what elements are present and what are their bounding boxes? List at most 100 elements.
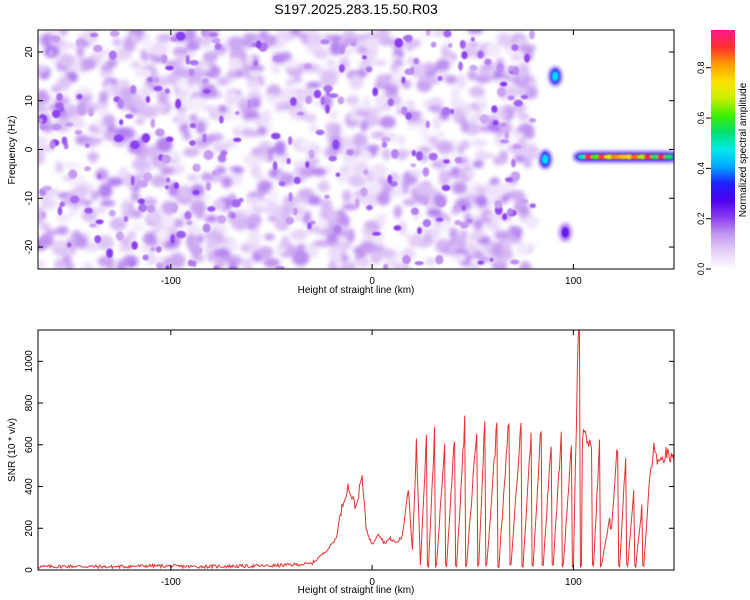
heatmap-cell (370, 163, 388, 178)
heatmap-cell (366, 144, 380, 152)
heatmap-cell (122, 37, 135, 52)
heatmap-cell (307, 195, 322, 206)
heatmap-cell (343, 48, 352, 57)
heatmap-cell (422, 197, 428, 205)
heatmap-cell (417, 146, 432, 154)
heatmap-cell (109, 217, 127, 231)
heatmap-cell (410, 207, 419, 215)
heatmap-cell (297, 189, 313, 199)
heatmap-cell (285, 216, 294, 225)
heatmap-cell (201, 78, 209, 85)
heatmap-cell (288, 136, 293, 146)
heatmap-cell (435, 217, 444, 222)
heatmap-cell (447, 43, 453, 48)
heatmap-cell (198, 62, 211, 72)
heatmap-cell (185, 54, 190, 65)
heatmap-cell (456, 73, 467, 90)
heatmap-cell (231, 199, 242, 208)
heatmap-cell (465, 262, 481, 269)
heatmap-cell (499, 139, 510, 144)
heatmap-cell (454, 219, 462, 226)
heatmap-cell (422, 167, 430, 177)
heatmap-cell (247, 99, 253, 109)
heatmap-cell (366, 181, 383, 194)
heatmap-cell (248, 70, 263, 78)
heatmap-cell (370, 250, 382, 265)
heatmap-cell (156, 227, 169, 243)
heatmap-cell (41, 212, 46, 218)
heatmap-cell (346, 149, 354, 156)
heatmap-cell (130, 175, 135, 186)
heatmap-cell (154, 102, 166, 111)
heatmap-cell (387, 98, 394, 107)
heatmap-cell (137, 198, 146, 205)
heatmap-cell (248, 229, 262, 245)
heatmap-cell (387, 174, 393, 184)
heatmap-sharp-layer (38, 30, 674, 269)
heatmap-cell (262, 109, 272, 125)
heatmap-cell (561, 227, 569, 238)
heatmap-cell (426, 208, 442, 218)
heatmap-cell (379, 248, 396, 259)
heatmap-cell (331, 122, 342, 138)
heatmap-cell (257, 180, 273, 194)
heatmap-cell (472, 226, 485, 240)
colorbar-label: Normalized spectral amplitude (738, 82, 749, 217)
heatmap-cell (285, 78, 296, 86)
heatmap-cell (360, 187, 368, 197)
heatmap-cell (381, 148, 392, 161)
heatmap-cell (275, 215, 286, 228)
heatmap-cell (195, 120, 207, 135)
heatmap-cell (439, 218, 449, 233)
heatmap-cell (263, 257, 281, 268)
heatmap-cell (520, 94, 528, 100)
heatmap-cell (551, 71, 559, 82)
heatmap-cell (141, 133, 151, 143)
heatmap-cell (186, 174, 199, 181)
heatmap-cell (69, 195, 80, 204)
heatmap-cell (451, 182, 468, 195)
heatmap-cell (106, 248, 114, 259)
heatmap-cell (176, 185, 193, 201)
heatmap-cell (176, 230, 187, 239)
y-tick-label: 1000 (24, 350, 35, 373)
heatmap-cell (325, 86, 330, 97)
heatmap-cell (169, 252, 186, 269)
heatmap-cell (165, 265, 170, 269)
heatmap-cell (49, 140, 56, 150)
snr-series-line (38, 330, 674, 570)
heatmap-cell (517, 113, 531, 121)
heatmap-cell (493, 230, 511, 240)
heatmap-cell (202, 88, 211, 94)
heatmap-cell (334, 258, 344, 269)
heatmap-cell (187, 259, 194, 267)
heatmap-cell (123, 216, 129, 223)
heatmap-cell (352, 133, 368, 148)
heatmap-cell (38, 92, 51, 105)
heatmap-cell (448, 227, 458, 240)
colorbar-tick-label: 0.6 (696, 112, 706, 125)
heatmap-cell (212, 199, 226, 211)
heatmap-cell (121, 199, 131, 213)
heatmap-cell (428, 105, 442, 112)
heatmap-cell (94, 235, 102, 244)
snr-y-axis-label: SNR (10 * v/v) (7, 418, 18, 482)
heatmap-cell (90, 137, 103, 145)
heatmap-cell (141, 84, 152, 100)
heatmap-cell (338, 64, 345, 73)
heatmap-cell (493, 155, 505, 166)
heatmap-cell (473, 96, 484, 105)
heatmap-cell (327, 246, 343, 261)
heatmap-cell (244, 196, 261, 204)
heatmap-cell (525, 144, 540, 160)
heatmap-cell (174, 218, 185, 228)
heatmap-cell (293, 176, 301, 185)
heatmap-cell (81, 261, 94, 269)
heatmap-cell (56, 214, 71, 222)
heatmap-cell (272, 161, 278, 171)
heatmap-cell (407, 123, 424, 131)
snr-panel: -100 0 100 0 200 400 600 800 1000 Height of str… (7, 329, 675, 596)
heatmap-cell (75, 86, 92, 96)
heatmap-cell (119, 166, 128, 179)
heatmap-cell (276, 30, 294, 39)
